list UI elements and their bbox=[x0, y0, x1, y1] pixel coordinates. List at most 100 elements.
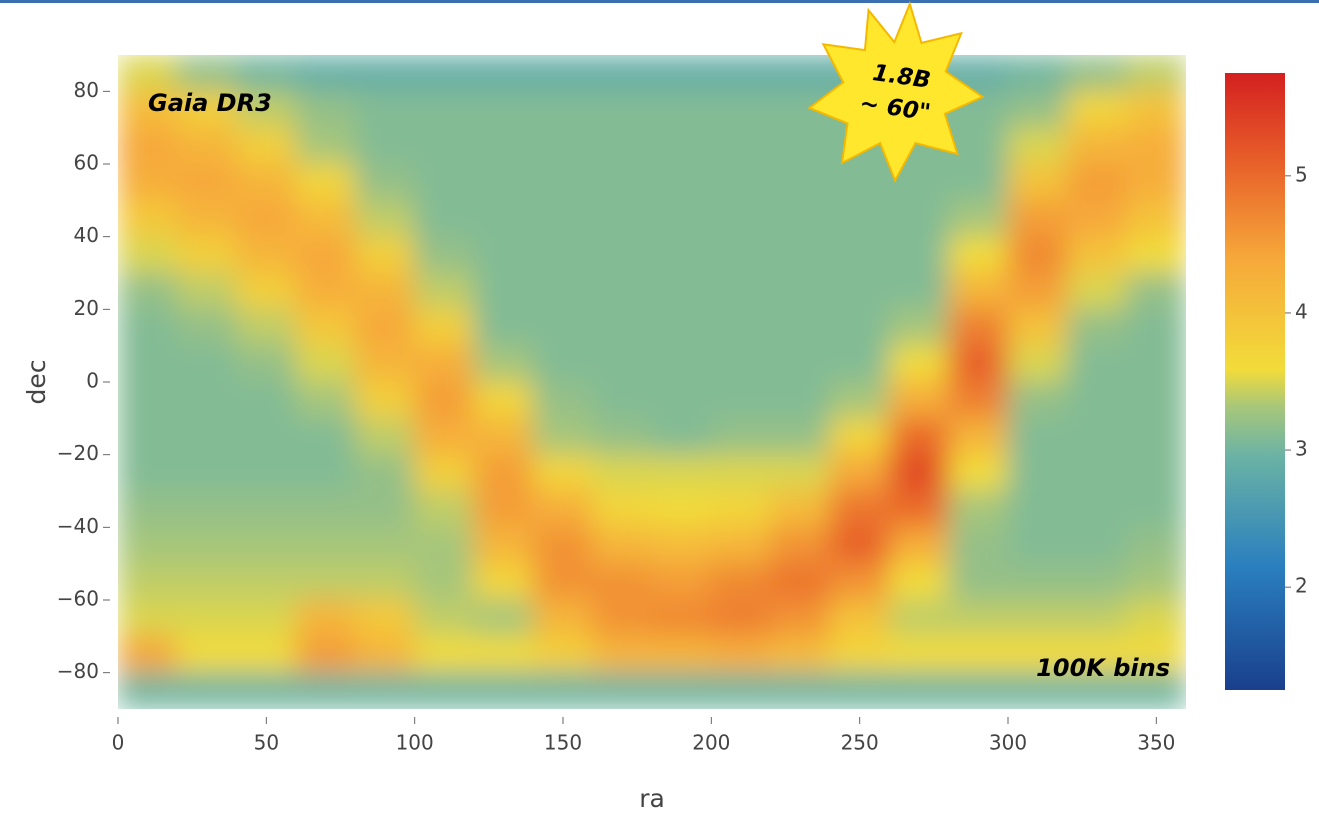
heat-cell bbox=[652, 672, 712, 709]
heat-cell bbox=[177, 55, 237, 92]
heat-cell bbox=[414, 236, 474, 273]
heat-cell bbox=[236, 527, 296, 564]
heat-cell bbox=[652, 636, 712, 673]
heat-cell bbox=[652, 236, 712, 273]
heat-cell bbox=[652, 491, 712, 528]
heat-cell bbox=[533, 382, 593, 419]
heat-cell bbox=[1008, 164, 1068, 201]
heat-cell bbox=[948, 236, 1008, 273]
heat-cell bbox=[414, 309, 474, 346]
heat-cell bbox=[474, 382, 534, 419]
heat-cell bbox=[177, 236, 237, 273]
heat-cell bbox=[592, 491, 652, 528]
heat-cell bbox=[414, 491, 474, 528]
heat-cell bbox=[355, 600, 415, 637]
heat-cell bbox=[652, 600, 712, 637]
heat-cell bbox=[118, 164, 178, 201]
heat-cell bbox=[177, 454, 237, 491]
heat-cell bbox=[533, 55, 593, 92]
heat-cell bbox=[592, 309, 652, 346]
heat-cell bbox=[118, 127, 178, 164]
heat-cell bbox=[474, 200, 534, 237]
heat-cell bbox=[1067, 345, 1127, 382]
heat-cell bbox=[770, 55, 830, 92]
heat-cell bbox=[296, 672, 356, 709]
heat-cell bbox=[592, 672, 652, 709]
heat-cell bbox=[474, 527, 534, 564]
x-tick-label: 50 bbox=[254, 731, 279, 755]
heat-cell bbox=[414, 382, 474, 419]
heat-cell bbox=[296, 236, 356, 273]
heat-cell bbox=[533, 345, 593, 382]
heat-cell bbox=[355, 491, 415, 528]
heat-cell bbox=[770, 527, 830, 564]
x-tick-label: 200 bbox=[692, 731, 730, 755]
heat-cell bbox=[652, 273, 712, 310]
heat-cell bbox=[118, 491, 178, 528]
heat-cell bbox=[652, 91, 712, 128]
heat-cell bbox=[830, 527, 890, 564]
heat-cell bbox=[414, 127, 474, 164]
heat-cell bbox=[296, 55, 356, 92]
heat-cell bbox=[296, 164, 356, 201]
heat-cell bbox=[1126, 600, 1186, 637]
heat-cell bbox=[1067, 273, 1127, 310]
heat-cell bbox=[355, 345, 415, 382]
heat-cell bbox=[592, 382, 652, 419]
heat-cell bbox=[474, 418, 534, 455]
heat-cell bbox=[414, 345, 474, 382]
heat-cell bbox=[236, 345, 296, 382]
heat-cell bbox=[355, 200, 415, 237]
heat-cell bbox=[474, 345, 534, 382]
heat-cell bbox=[889, 200, 949, 237]
heat-cell bbox=[1008, 345, 1068, 382]
heat-cell bbox=[355, 382, 415, 419]
heat-cell bbox=[118, 382, 178, 419]
heat-cell bbox=[652, 418, 712, 455]
heat-cell bbox=[177, 127, 237, 164]
heat-cell bbox=[770, 382, 830, 419]
heat-cell bbox=[474, 273, 534, 310]
heat-cell bbox=[1067, 55, 1127, 92]
heat-cell bbox=[533, 672, 593, 709]
heat-cell bbox=[1126, 382, 1186, 419]
heat-cell bbox=[533, 236, 593, 273]
heat-cell bbox=[236, 382, 296, 419]
heat-cell bbox=[296, 200, 356, 237]
heat-cell bbox=[948, 563, 1008, 600]
heat-cell bbox=[592, 418, 652, 455]
heat-cell bbox=[236, 164, 296, 201]
heat-cell bbox=[414, 672, 474, 709]
x-axis-title: ra bbox=[639, 784, 665, 813]
heat-cell bbox=[177, 345, 237, 382]
heat-cell bbox=[533, 309, 593, 346]
heat-cell bbox=[533, 527, 593, 564]
annotation: 100K bins bbox=[1036, 654, 1170, 682]
heat-cell bbox=[1126, 454, 1186, 491]
heat-cell bbox=[948, 200, 1008, 237]
heat-cell bbox=[1008, 382, 1068, 419]
heat-cell bbox=[889, 454, 949, 491]
heat-cell bbox=[711, 382, 771, 419]
heat-cell bbox=[177, 636, 237, 673]
heat-cell bbox=[296, 527, 356, 564]
heat-cell bbox=[474, 600, 534, 637]
heat-cell bbox=[1126, 273, 1186, 310]
heat-cell bbox=[830, 236, 890, 273]
heat-cell bbox=[889, 600, 949, 637]
heat-cell bbox=[236, 600, 296, 637]
heat-cell bbox=[1067, 563, 1127, 600]
heat-cell bbox=[830, 563, 890, 600]
heat-cell bbox=[1008, 563, 1068, 600]
heat-cell bbox=[533, 491, 593, 528]
heat-cell bbox=[1008, 236, 1068, 273]
heat-cell bbox=[414, 200, 474, 237]
heat-cell bbox=[296, 636, 356, 673]
heat-cell bbox=[711, 345, 771, 382]
heat-cell bbox=[652, 200, 712, 237]
heat-cell bbox=[236, 236, 296, 273]
heat-cell bbox=[533, 600, 593, 637]
heat-cell bbox=[118, 454, 178, 491]
heat-cell bbox=[770, 200, 830, 237]
heat-cell bbox=[770, 164, 830, 201]
